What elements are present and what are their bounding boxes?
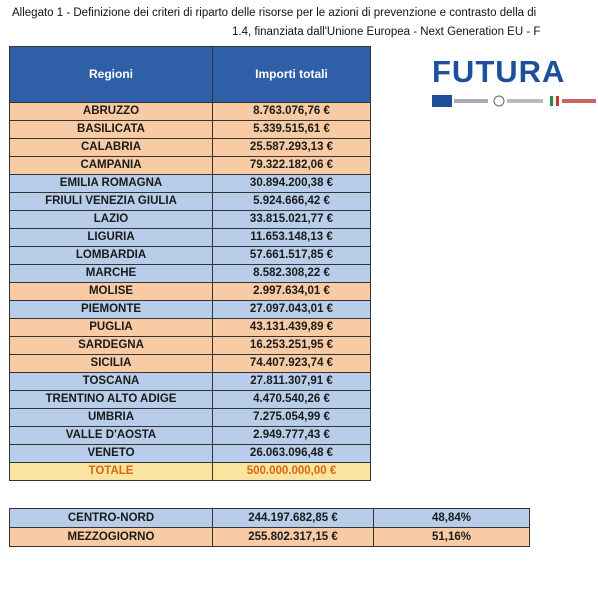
table-cell: 74.407.923,74 € [212,354,371,373]
table-cell: CENTRO-NORD [9,508,213,528]
table-cell: 30.894.200,38 € [212,174,371,193]
table-cell: 4.470.540,26 € [212,390,371,409]
header-row: Regioni Importi totali [9,46,371,103]
table-cell: 79.322.182,06 € [212,156,371,175]
table-cell: SARDEGNA [9,336,213,355]
column-header: Regioni [9,46,213,103]
table-cell: TOTALE [9,462,213,481]
table-row: TOSCANA 27.811.307,91 € [9,372,371,391]
table-cell: 27.097.043,01 € [212,300,371,319]
table-row: EMILIA ROMAGNA 30.894.200,38 € [9,174,371,193]
header-line: Allegato 1 - Definizione dei criteri di … [12,7,537,19]
table-cell: 33.815.021,77 € [212,210,371,229]
table-cell: BASILICATA [9,120,213,139]
table-row: UMBRIA 7.275.054,99 € [9,408,371,427]
logo: FUTURA [432,54,566,89]
column-header: Importi totali [212,46,371,103]
table-cell: 8.763.076,76 € [212,102,371,121]
table-row: LOMBARDIA 57.661.517,85 € [9,246,371,265]
table-row: ABRUZZO 8.763.076,76 € [9,102,371,121]
table-cell: 25.587.293,13 € [212,138,371,157]
table-cell: 48,84% [373,508,530,528]
table-cell: 2.997.634,01 € [212,282,371,301]
table-cell: MARCHE [9,264,213,283]
table-cell: LOMBARDIA [9,246,213,265]
table-cell: CALABRIA [9,138,213,157]
table-cell: MOLISE [9,282,213,301]
table-row: LIGURIA 11.653.148,13 € [9,228,371,247]
table-row: MEZZOGIORNO 255.802.317,15 €51,16% [9,527,530,547]
table-row: FRIULI VENEZIA GIULIA 5.924.666,42 € [9,192,371,211]
table-cell: TOSCANA [9,372,213,391]
table-cell: 11.653.148,13 € [212,228,371,247]
table-row: CAMPANIA 79.322.182,06 € [9,156,371,175]
table-row: SICILIA 74.407.923,74 € [9,354,371,373]
table-cell: 5.339.515,61 € [212,120,371,139]
table-cell: MEZZOGIORNO [9,527,213,547]
table-row: CENTRO-NORD 244.197.682,85 €48,84% [9,508,530,528]
table-row: LAZIO 33.815.021,77 € [9,210,371,229]
table-cell: LIGURIA [9,228,213,247]
table-cell: 7.275.054,99 € [212,408,371,427]
table-cell: PIEMONTE [9,300,213,319]
table-row: PUGLIA 43.131.439,89 € [9,318,371,337]
table-cell: VENETO [9,444,213,463]
table-cell: 51,16% [373,527,530,547]
table-cell: 26.063.096,48 € [212,444,371,463]
table-row: TOTALE 500.000.000,00 € [9,462,371,481]
table-cell: 8.582.308,22 € [212,264,371,283]
table-cell: VALLE D'AOSTA [9,426,213,445]
header-line: 1.4, finanziata dall'Unione Europea - Ne… [232,26,541,38]
table-row: CALABRIA 25.587.293,13 € [9,138,371,157]
partner-logos [432,95,596,107]
table-cell: 244.197.682,85 € [212,508,374,528]
table-row: SARDEGNA 16.253.251,95 € [9,336,371,355]
table-cell: TRENTINO ALTO ADIGE [9,390,213,409]
table-row: TRENTINO ALTO ADIGE 4.470.540,26 € [9,390,371,409]
table-cell: EMILIA ROMAGNA [9,174,213,193]
table-cell: FRIULI VENEZIA GIULIA [9,192,213,211]
table-row: VALLE D'AOSTA 2.949.777,43 € [9,426,371,445]
table-cell: 2.949.777,43 € [212,426,371,445]
table-cell: 500.000.000,00 € [212,462,371,481]
table-cell: UMBRIA [9,408,213,427]
table-row: MARCHE 8.582.308,22 € [9,264,371,283]
table-cell: CAMPANIA [9,156,213,175]
table-row: PIEMONTE 27.097.043,01 € [9,300,371,319]
table-cell: 43.131.439,89 € [212,318,371,337]
table-cell: 57.661.517,85 € [212,246,371,265]
summary-table: CENTRO-NORD 244.197.682,85 €48,84% MEZZOGI… [9,508,530,547]
table-cell: 5.924.666,42 € [212,192,371,211]
regions-table: Regioni Importi totali ABRUZZO 8.763.076,… [9,46,371,481]
table-cell: 255.802.317,15 € [212,527,374,547]
table-row: MOLISE 2.997.634,01 € [9,282,371,301]
table-cell: PUGLIA [9,318,213,337]
table-cell: 27.811.307,91 € [212,372,371,391]
table-cell: 16.253.251,95 € [212,336,371,355]
table-cell: LAZIO [9,210,213,229]
table-row: VENETO 26.063.096,48 € [9,444,371,463]
table-row: BASILICATA 5.339.515,61 € [9,120,371,139]
table-cell: ABRUZZO [9,102,213,121]
table-cell: SICILIA [9,354,213,373]
